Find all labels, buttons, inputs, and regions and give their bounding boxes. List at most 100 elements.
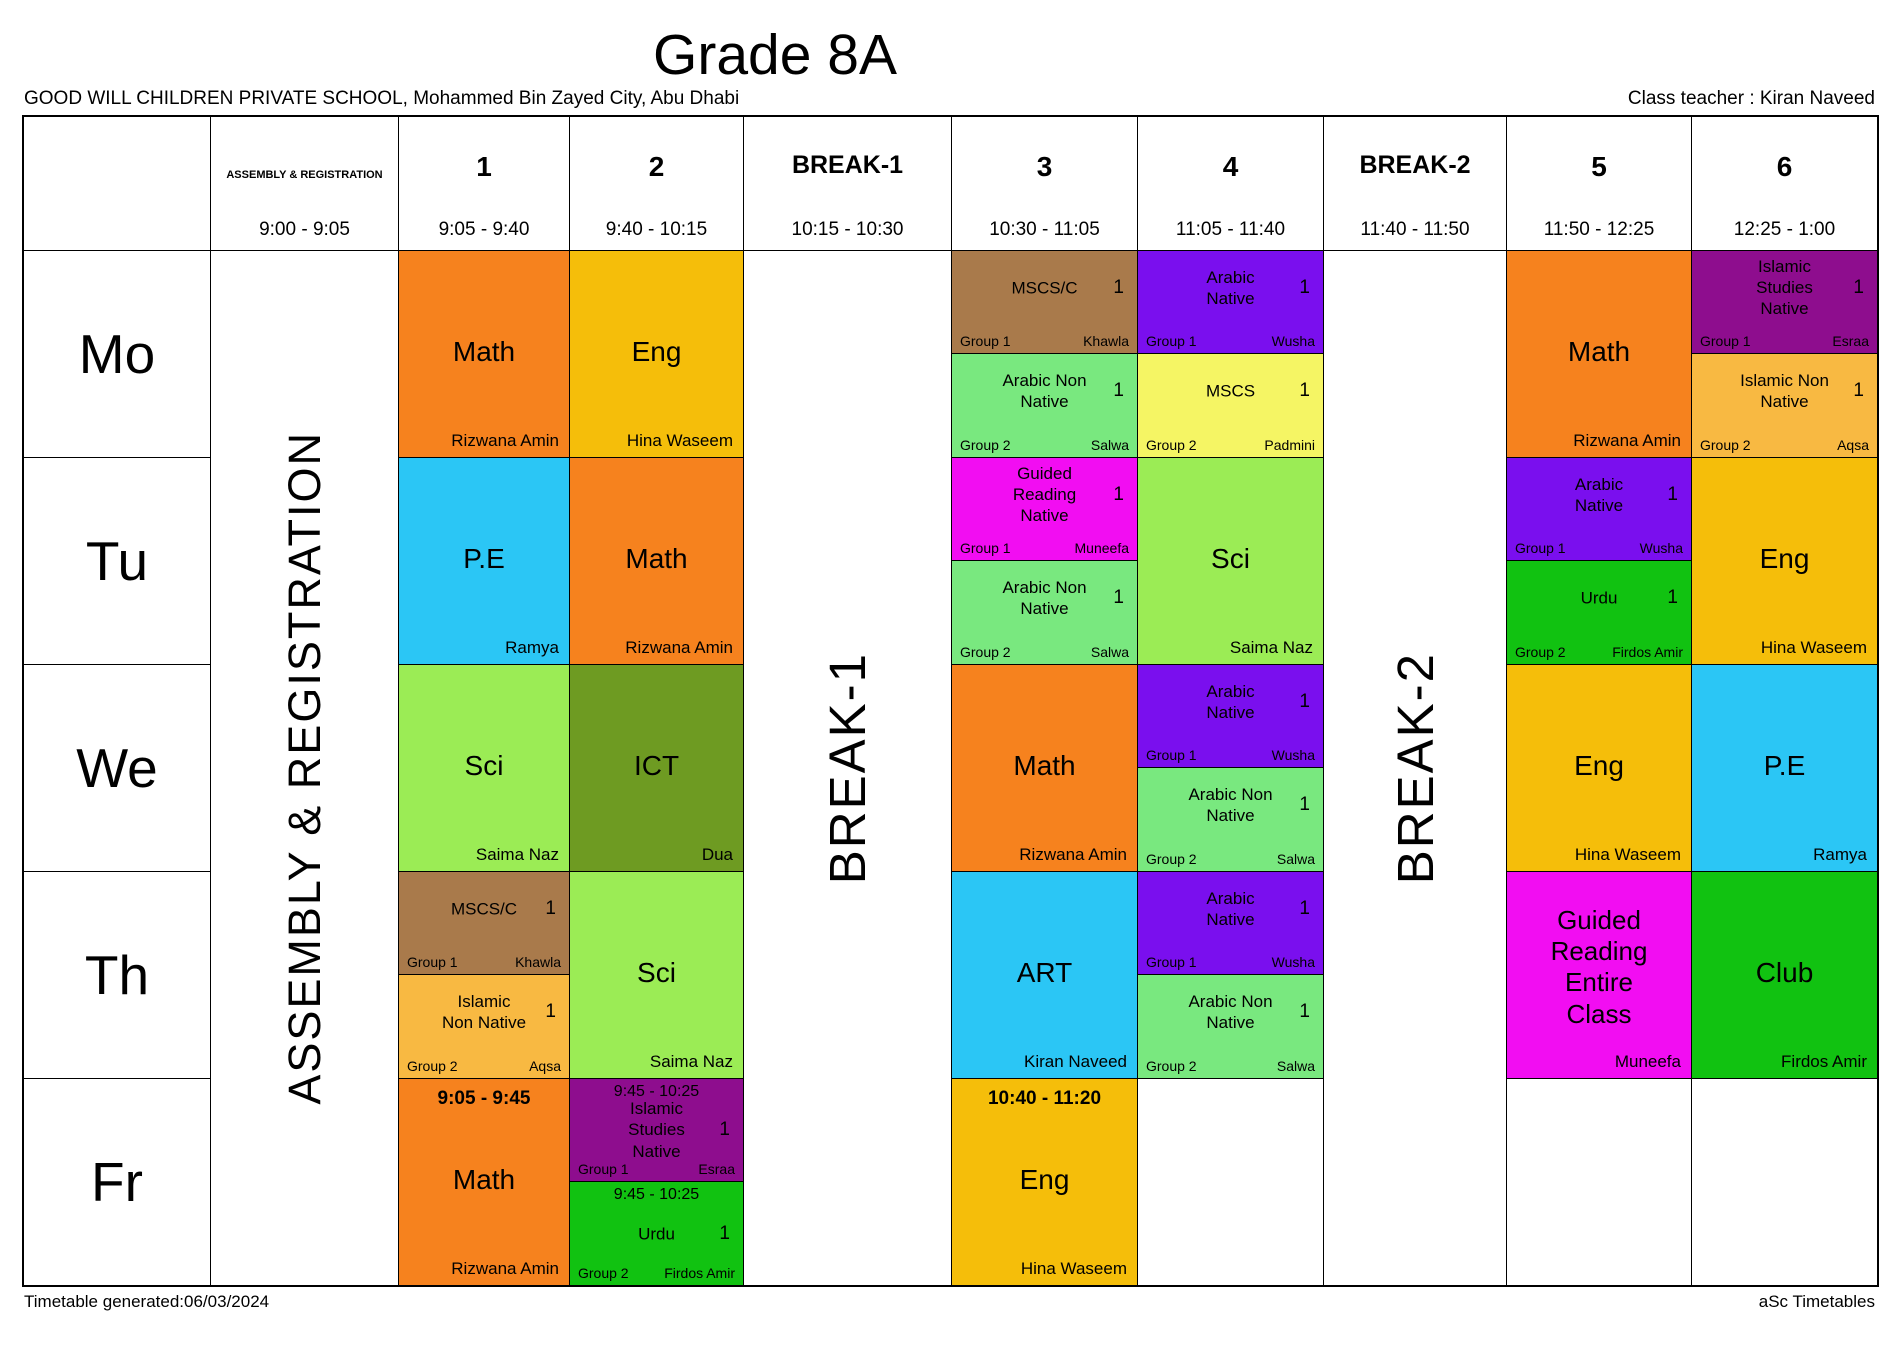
subcell-group2: Urdu 1 Group 2 Firdos Amir [1507, 561, 1691, 664]
subject: MSCS/C [450, 899, 518, 919]
cell-tu-period5: Arabic Native 1 Group 1 Wusha Urdu 1 Grou… [1507, 458, 1691, 664]
cell-fr-period4-empty [1138, 1079, 1323, 1285]
teacher: Dua [701, 845, 733, 864]
header-period-1: 1 9:05 - 9:40 [399, 117, 569, 250]
break-2-banner: BREAK-2 [1324, 251, 1506, 1285]
header-period-4-time: 11:05 - 11:40 [1175, 219, 1286, 240]
lesson-count: 1 [1299, 897, 1310, 919]
cell-th-period2: Sci Saima Naz [570, 872, 743, 1078]
subject: Arabic Native [1206, 888, 1255, 929]
teacher: Aqsa [1837, 437, 1869, 453]
lesson-count: 1 [1299, 1001, 1310, 1023]
subject: Islamic Non Native [441, 991, 527, 1033]
timetable-grid: ASSEMBLY & REGISTRATION 9:00 - 9:05 1 9:… [22, 115, 1879, 1287]
subject: Arabic Non Native [1002, 370, 1087, 412]
subcell-group2: MSCS 1 Group 2 Padmini [1138, 354, 1323, 457]
subcell-group1: Arabic Native 1 Group 1 Wusha [1138, 872, 1323, 975]
group-label: Group 2 [960, 437, 1011, 453]
teacher: Aqsa [529, 1058, 561, 1074]
group-label: Group 1 [1515, 540, 1566, 556]
subject: Arabic Native [1206, 681, 1255, 722]
subcell-group2: Arabic Non Native 1 Group 2 Salwa [1138, 975, 1323, 1078]
lesson-count: 1 [1113, 276, 1124, 298]
assembly-banner-text: ASSEMBLY & REGISTRATION [278, 431, 330, 1105]
cell-tu-period6: Eng Hina Waseem [1692, 458, 1877, 664]
subject: ART [1016, 957, 1073, 989]
subcell-group1: Guided Reading Native 1 Group 1 Muneefa [952, 458, 1137, 561]
assembly-banner: ASSEMBLY & REGISTRATION [211, 251, 398, 1285]
header-break-1-label: BREAK-1 [791, 151, 904, 179]
cell-fr-period1: 9:05 - 9:45 Math Rizwana Amin [399, 1079, 569, 1285]
cell-mo-period2: Eng Hina Waseem [570, 251, 743, 457]
subject: P.E [1763, 750, 1806, 782]
teacher: Ramya [1813, 845, 1867, 864]
header-break-2-time: 11:40 - 11:50 [1360, 219, 1470, 240]
teacher: Saima Naz [1229, 638, 1313, 657]
subject: Math [1567, 336, 1631, 368]
subject: Eng [1574, 750, 1624, 782]
lesson-count: 1 [1299, 276, 1310, 298]
cell-fr-period3: 10:40 - 11:20 Eng Hina Waseem [952, 1079, 1137, 1285]
teacher: Esraa [1832, 333, 1869, 349]
header-period-1-label: 1 [476, 151, 492, 182]
cell-fr-period5-empty [1507, 1079, 1691, 1285]
break-1-banner: BREAK-1 [744, 251, 951, 1285]
generated-timestamp: Timetable generated:06/03/2024 [24, 1292, 270, 1311]
header-period-3-label: 3 [1036, 151, 1053, 182]
header-period-4: 4 11:05 - 11:40 [1138, 117, 1323, 250]
header-assembly: ASSEMBLY & REGISTRATION 9:00 - 9:05 [211, 117, 398, 250]
teacher: Saima Naz [475, 845, 559, 864]
subcell-group1: MSCS/C 1 Group 1 Khawla [952, 251, 1137, 354]
lesson-count: 1 [545, 1001, 556, 1023]
teacher: Hina Waseem [626, 431, 733, 450]
teacher: Saima Naz [649, 1052, 733, 1071]
subject: Arabic Non Native [1188, 784, 1273, 826]
teacher: Salwa [1090, 644, 1129, 660]
group-label: Group 1 [1146, 333, 1197, 349]
lesson-count: 1 [1113, 483, 1124, 505]
group-label: Group 2 [1146, 437, 1197, 453]
lesson-time: 9:45 - 10:25 [613, 1083, 700, 1100]
subcell-group1: Islamic Studies Native 1 Group 1 Esraa [1692, 251, 1877, 354]
lesson-count: 1 [1299, 794, 1310, 816]
teacher: Hina Waseem [1760, 638, 1867, 657]
header-period-4-label: 4 [1222, 151, 1239, 182]
cell-fr-period6-empty [1692, 1079, 1877, 1285]
subject: Guided Reading Entire Class [1550, 905, 1648, 1029]
subject: Urdu [638, 1223, 675, 1243]
header-period-6-label: 6 [1776, 151, 1793, 182]
cell-we-period3: Math Rizwana Amin [952, 665, 1137, 871]
cell-mo-period4: Arabic Native 1 Group 1 Wusha MSCS 1 Grou… [1138, 251, 1323, 457]
lesson-time: 10:40 - 11:20 [987, 1088, 1102, 1109]
group-label: Group 1 [1146, 747, 1197, 763]
subcell-group1: Arabic Native 1 Group 1 Wusha [1138, 251, 1323, 354]
group-label: Group 1 [407, 954, 458, 970]
subject: Sci [464, 750, 504, 782]
lesson-count: 1 [719, 1119, 730, 1140]
subject: Math [625, 543, 688, 575]
teacher: Salwa [1276, 851, 1315, 867]
subcell-group1: MSCS/C 1 Group 1 Khawla [399, 872, 569, 975]
cell-tu-period3: Guided Reading Native 1 Group 1 Muneefa A… [952, 458, 1137, 664]
cell-we-period6: P.E Ramya [1692, 665, 1877, 871]
subject: Eng [1019, 1164, 1070, 1196]
subject: ICT [633, 750, 680, 782]
teacher: Wusha [1271, 747, 1315, 763]
teacher: Wusha [1639, 540, 1683, 556]
lesson-count: 1 [1853, 380, 1864, 402]
group-label: Group 1 [1700, 333, 1751, 349]
group-label: Group 1 [960, 540, 1011, 556]
teacher: Ramya [505, 638, 559, 657]
teacher: Muneefa [1074, 540, 1129, 556]
lesson-count: 1 [719, 1222, 730, 1244]
group-label: Group 2 [578, 1265, 629, 1281]
cell-mo-period3: MSCS/C 1 Group 1 Khawla Arabic Non Native… [952, 251, 1137, 457]
group-label: Group 2 [960, 644, 1011, 660]
cell-th-period4: Arabic Native 1 Group 1 Wusha Arabic Non … [1138, 872, 1323, 1078]
subject: Arabic Native [1574, 474, 1624, 515]
group-label: Group 1 [578, 1161, 629, 1177]
subject: Islamic Studies Native [1756, 256, 1813, 319]
header-period-3: 3 10:30 - 11:05 [952, 117, 1137, 250]
group-label: Group 2 [1146, 1058, 1197, 1074]
subject: Guided Reading Native [1012, 463, 1077, 526]
